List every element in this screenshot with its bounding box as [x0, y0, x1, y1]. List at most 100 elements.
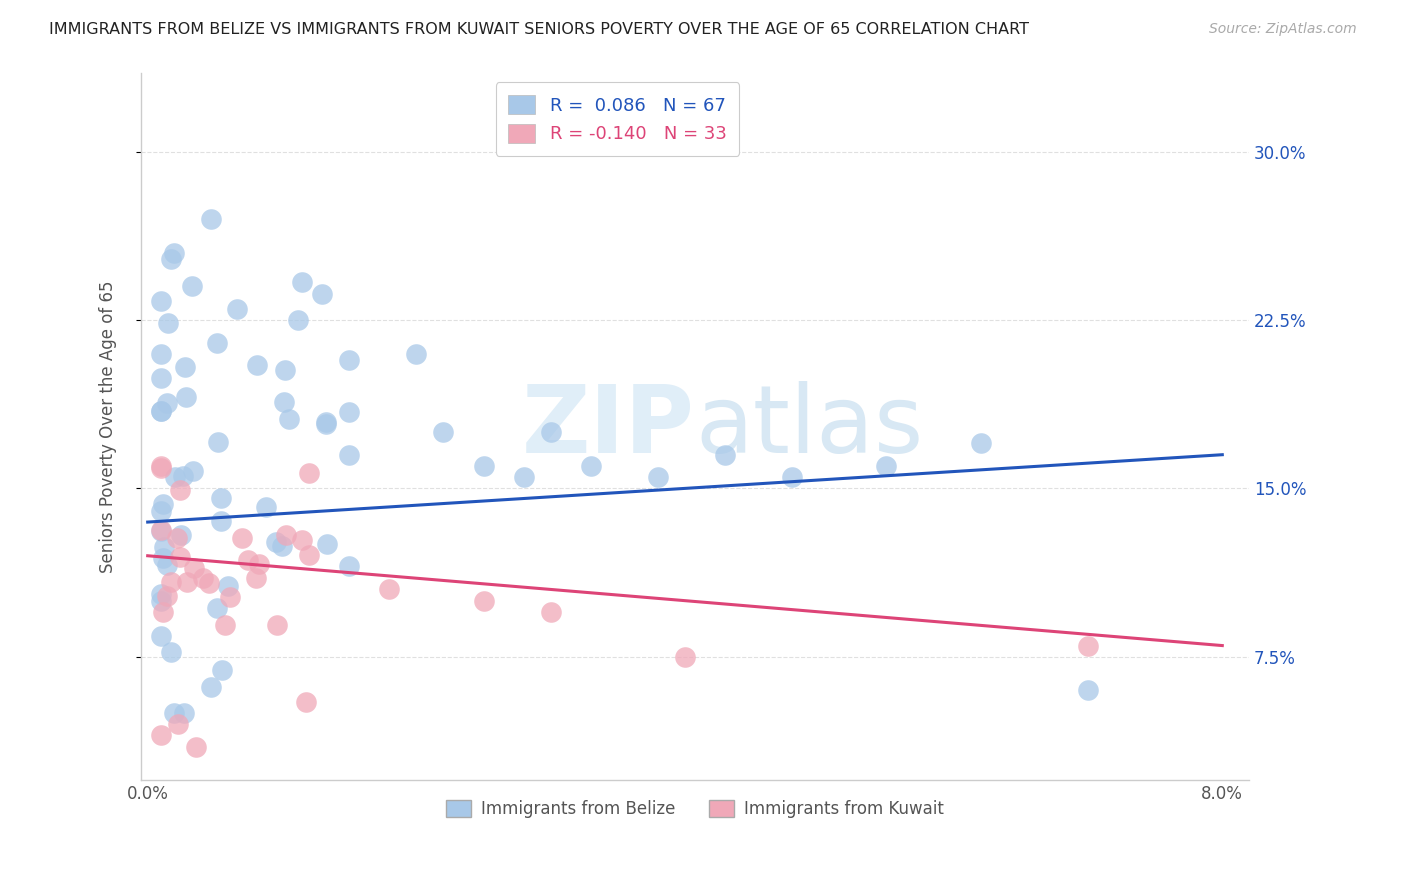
Point [200, 681, 222, 695]
Point [432, 425, 454, 440]
Point [315, 417, 337, 432]
Point [315, 415, 337, 429]
Point [472, 593, 495, 607]
Point [181, 464, 204, 478]
Point [209, 491, 232, 505]
Point [513, 470, 536, 484]
Point [183, 560, 205, 574]
Point [150, 458, 173, 473]
Point [153, 540, 176, 554]
Point [291, 533, 314, 547]
Point [378, 582, 401, 597]
Point [1077, 639, 1099, 653]
Point [150, 294, 173, 309]
Point [298, 548, 321, 562]
Point [166, 717, 188, 731]
Point [337, 448, 360, 462]
Point [150, 460, 173, 475]
Point [298, 467, 321, 481]
Point [150, 404, 173, 418]
Point [337, 352, 360, 367]
Point [152, 497, 174, 511]
Point [238, 552, 260, 566]
Point [191, 571, 214, 585]
Text: atlas: atlas [695, 381, 924, 473]
Point [207, 435, 229, 450]
Point [337, 405, 360, 419]
Point [214, 618, 236, 632]
Point [875, 458, 897, 473]
Point [176, 574, 198, 589]
Point [673, 649, 696, 664]
Point [714, 448, 737, 462]
Point [405, 346, 427, 360]
Point [150, 504, 173, 518]
Legend: Immigrants from Belize, Immigrants from Kuwait: Immigrants from Belize, Immigrants from … [440, 794, 950, 825]
Point [579, 458, 602, 473]
Point [254, 500, 277, 515]
Point [186, 739, 208, 754]
Point [150, 594, 173, 608]
Point [150, 346, 173, 360]
Point [150, 524, 173, 539]
Point [540, 425, 562, 440]
Point [200, 211, 222, 226]
Point [172, 469, 194, 483]
Point [160, 574, 183, 589]
Point [277, 411, 299, 425]
Point [174, 359, 197, 374]
Point [264, 534, 287, 549]
Point [782, 470, 804, 484]
Point [150, 370, 173, 384]
Point [647, 470, 669, 484]
Point [217, 579, 239, 593]
Point [162, 706, 184, 720]
Point [271, 539, 294, 553]
Y-axis label: Seniors Poverty Over the Age of 65: Seniors Poverty Over the Age of 65 [100, 280, 117, 573]
Point [295, 695, 318, 709]
Point [311, 287, 333, 301]
Text: Source: ZipAtlas.com: Source: ZipAtlas.com [1209, 22, 1357, 37]
Point [273, 394, 295, 409]
Point [150, 523, 173, 537]
Point [247, 557, 270, 571]
Point [160, 252, 183, 266]
Point [337, 558, 360, 573]
Point [205, 600, 228, 615]
Point [169, 483, 191, 497]
Point [181, 279, 204, 293]
Point [1077, 683, 1099, 698]
Point [156, 590, 179, 604]
Point [152, 551, 174, 566]
Point [166, 531, 188, 545]
Text: IMMIGRANTS FROM BELIZE VS IMMIGRANTS FROM KUWAIT SENIORS POVERTY OVER THE AGE OF: IMMIGRANTS FROM BELIZE VS IMMIGRANTS FRO… [49, 22, 1029, 37]
Point [219, 590, 242, 604]
Point [155, 558, 177, 573]
Point [287, 313, 309, 327]
Point [163, 245, 186, 260]
Point [163, 470, 186, 484]
Point [160, 645, 183, 659]
Point [169, 550, 191, 565]
Point [150, 403, 173, 417]
Point [205, 336, 228, 351]
Point [291, 275, 314, 289]
Point [274, 528, 297, 542]
Point [246, 358, 269, 372]
Point [226, 301, 249, 316]
Point [472, 458, 495, 473]
Point [152, 605, 174, 619]
Point [540, 605, 562, 619]
Point [315, 537, 337, 551]
Point [156, 396, 179, 410]
Text: ZIP: ZIP [522, 381, 695, 473]
Point [150, 728, 173, 742]
Point [156, 316, 179, 330]
Point [150, 587, 173, 601]
Point [173, 706, 195, 720]
Point [170, 528, 193, 542]
Point [274, 362, 297, 376]
Point [266, 617, 288, 632]
Point [245, 571, 267, 585]
Point [969, 436, 991, 450]
